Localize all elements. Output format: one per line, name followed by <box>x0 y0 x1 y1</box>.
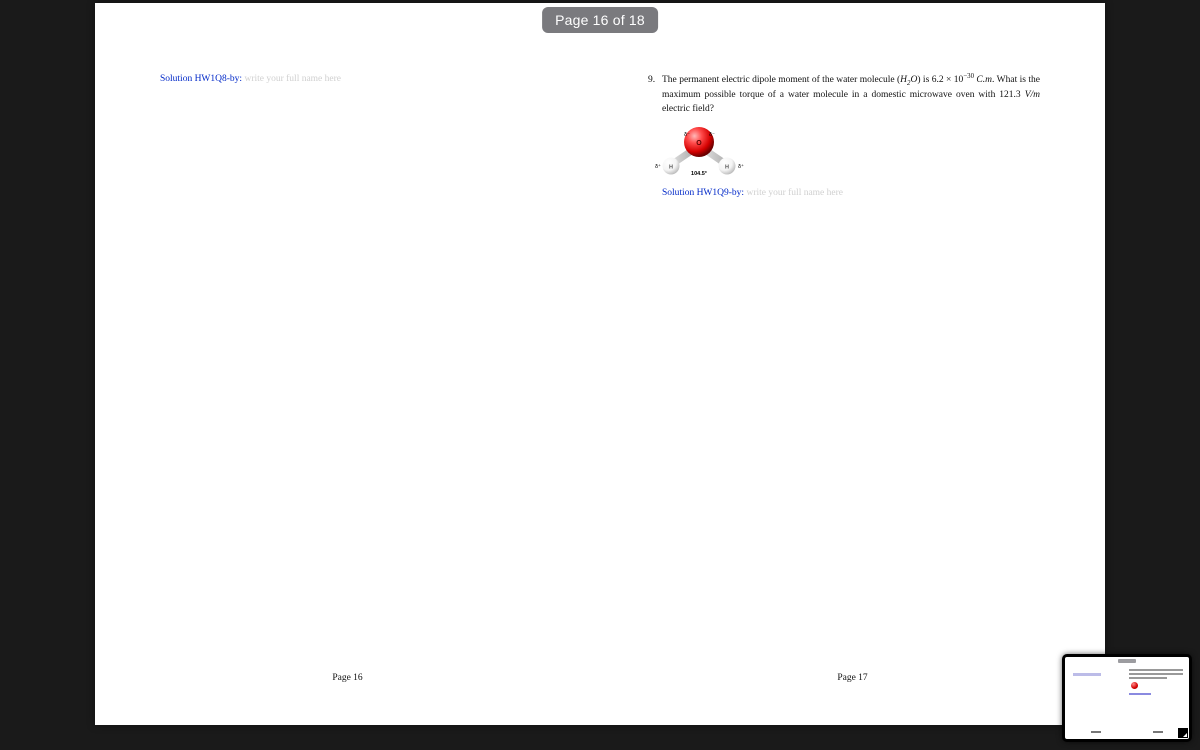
thumb-resize-handle[interactable] <box>1178 728 1188 738</box>
solution-placeholder-q9: write your full name here <box>744 188 843 198</box>
q-text-mid1: ) is 6.2 × 10 <box>917 75 963 85</box>
pdf-viewer: Page 16 of 18 Solution HW1Q8-by: write y… <box>0 0 1200 750</box>
q-text-end: electric field? <box>662 104 714 114</box>
page-spread[interactable]: Solution HW1Q8-by: write your full name … <box>95 3 1105 725</box>
thumb-left-content <box>1073 673 1101 676</box>
page-footer-left: Page 16 <box>95 673 600 683</box>
thumb-page-indicator <box>1118 659 1136 663</box>
question-number: 9. <box>648 73 662 117</box>
thumb-molecule-icon <box>1131 682 1138 689</box>
page-indicator-text: Page 16 of 18 <box>555 12 645 28</box>
solution-line-q9: Solution HW1Q9-by: write your full name … <box>662 187 1040 200</box>
delta-pos-left: δ⁺ <box>655 163 661 170</box>
delta-pos-right: δ⁺ <box>738 163 744 170</box>
page-footer-right: Page 17 <box>600 673 1105 683</box>
thumb-right-content <box>1129 669 1183 697</box>
thumbnail-navigator[interactable] <box>1062 654 1192 742</box>
thumb-text-line <box>1129 677 1167 679</box>
bond-angle-label: 104.5° <box>691 171 707 177</box>
delta-neg-left: δ⁻ <box>684 132 690 138</box>
hydrogen-left-label: H <box>669 165 673 171</box>
oxygen-label: O <box>696 140 702 147</box>
hydrogen-right-label: H <box>725 165 729 171</box>
solution-line-q8: Solution HW1Q8-by: write your full name … <box>160 73 552 86</box>
thumb-text-line <box>1129 673 1183 675</box>
page-right: 9. The permanent electric dipole moment … <box>600 3 1105 725</box>
molecule-svg: O H H 104.5° δ⁻ δ⁻ δ⁺ δ⁺ <box>644 125 754 181</box>
water-molecule-diagram: O H H 104.5° δ⁻ δ⁻ δ⁺ δ⁺ <box>644 125 754 181</box>
thumb-footer-right <box>1153 731 1163 733</box>
solution-label-q9: Solution HW1Q9-by: <box>662 188 744 198</box>
question-body: The permanent electric dipole moment of … <box>662 73 1040 117</box>
q-exp: −30 <box>963 73 974 80</box>
delta-neg-right: δ⁻ <box>709 132 715 138</box>
solution-label-q8: Solution HW1Q8-by: <box>160 74 242 84</box>
solution-placeholder-q8: write your full name here <box>242 74 341 84</box>
page-left: Solution HW1Q8-by: write your full name … <box>95 3 600 725</box>
thumb-text-line <box>1129 669 1183 671</box>
thumb-text-line <box>1129 693 1151 695</box>
q-text-pre: The permanent electric dipole moment of … <box>662 75 900 85</box>
thumbnail-inner <box>1065 657 1189 739</box>
q-unit1: C.m <box>974 75 992 85</box>
page-indicator-badge: Page 16 of 18 <box>542 7 658 33</box>
q-unit2: V/m <box>1025 90 1040 100</box>
question-9: 9. The permanent electric dipole moment … <box>648 73 1040 117</box>
thumb-footer-left <box>1091 731 1101 733</box>
